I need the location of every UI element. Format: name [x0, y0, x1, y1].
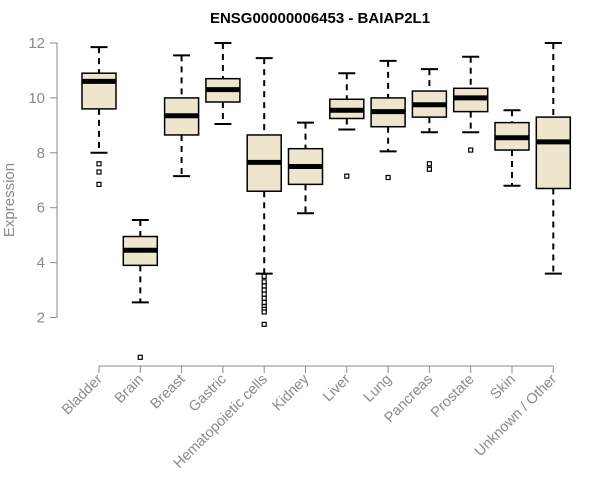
boxes-group — [81, 42, 572, 360]
outlier-point — [96, 161, 102, 167]
outlier-point — [96, 181, 102, 187]
box-unknown-other — [535, 42, 572, 275]
x-category-label: Liver — [320, 371, 354, 405]
outlier-point — [261, 321, 267, 327]
y-tick-label: 8 — [37, 145, 45, 162]
outlier-point — [344, 173, 350, 179]
outlier-point — [261, 287, 267, 293]
outlier-point — [261, 279, 267, 285]
y-axis-label: Expression — [1, 163, 18, 237]
iqr-box — [535, 116, 572, 190]
y-tick-label: 2 — [37, 310, 45, 327]
y-axis: 2 4 6 8 10 12 — [28, 35, 58, 327]
x-category-label: Brain — [112, 372, 147, 407]
box-pancreas — [411, 68, 448, 172]
box-skin — [494, 109, 530, 187]
box-lung — [370, 59, 406, 181]
iqr-box — [81, 72, 117, 110]
box-brain — [122, 219, 159, 360]
x-category-label: Bladder — [59, 371, 106, 418]
box-breast — [163, 54, 200, 178]
outlier-point — [261, 291, 267, 297]
outlier-point — [261, 299, 267, 306]
box-kidney — [287, 121, 324, 215]
box-hematopoietic-cells — [246, 57, 282, 327]
y-tick-label: 12 — [28, 35, 45, 52]
x-category-label: Lung — [361, 372, 395, 406]
x-category-label: Breast — [147, 372, 188, 413]
outlier-point — [426, 166, 432, 172]
outlier-point — [96, 169, 102, 175]
box-bladder — [81, 46, 117, 187]
x-category-label: Prostate — [428, 372, 477, 421]
box-liver — [329, 72, 365, 179]
chart-title: ENSG00000006453 - BAIAP2L1 — [210, 10, 430, 27]
x-category-label: Skin — [488, 372, 519, 403]
outlier-point — [385, 174, 391, 181]
x-category-label: Kidney — [270, 371, 313, 414]
outlier-point — [137, 354, 143, 360]
outlier-point — [261, 295, 267, 301]
outlier-point — [261, 309, 267, 315]
outlier-point — [426, 161, 432, 167]
box-gastric — [205, 42, 241, 125]
y-tick-label: 4 — [37, 255, 45, 272]
y-tick-label: 6 — [37, 200, 45, 217]
box-prostate — [452, 55, 489, 153]
outlier-point — [261, 273, 267, 279]
outlier-point — [468, 147, 474, 153]
y-tick-label: 10 — [28, 90, 45, 107]
outlier-point — [261, 283, 267, 289]
